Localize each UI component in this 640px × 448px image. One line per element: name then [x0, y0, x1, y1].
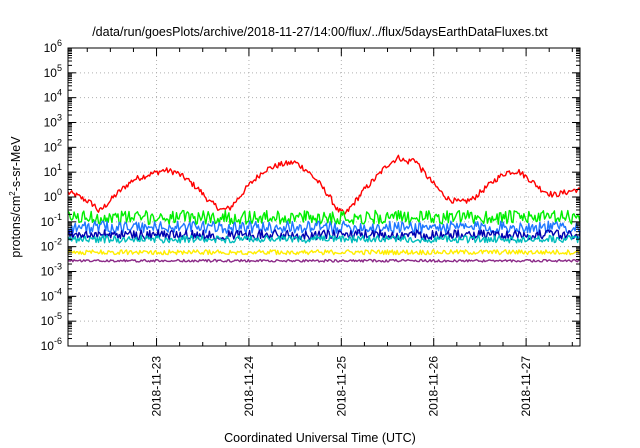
chart-title: /data/run/goesPlots/archive/2018-11-27/1…	[92, 25, 548, 39]
y-tick-label-base: 10	[41, 265, 55, 279]
y-tick-label-base: 10	[44, 116, 58, 130]
y-tick-label-base: 10	[44, 140, 58, 154]
y-tick-label-base: 10	[41, 289, 55, 303]
y-tick-label-base: 10	[44, 165, 58, 179]
y-tick-label-exponent: -6	[54, 336, 62, 346]
y-tick-label: 106	[44, 38, 62, 55]
y-tick-label-exponent: -4	[54, 286, 62, 296]
y-tick-label: 10-4	[41, 286, 62, 303]
y-tick-label-exponent: 6	[57, 38, 62, 48]
y-tick-label-base: 10	[41, 339, 55, 353]
y-tick-label-base: 10	[41, 215, 55, 229]
y-tick-label: 103	[44, 113, 62, 130]
y-tick-label-exponent: 1	[57, 162, 62, 172]
series-group	[67, 154, 581, 263]
y-tick-label-base: 10	[41, 240, 55, 254]
y-tick-label-exponent: 2	[57, 137, 62, 147]
grid	[68, 48, 580, 346]
y-tick-label-exponent: 5	[57, 63, 62, 73]
y-axis: 10-610-510-410-310-210-11001011021031041…	[41, 38, 580, 353]
y-tick-label: 10-2	[41, 237, 62, 254]
y-axis-label-prefix: protons/cm	[9, 196, 23, 258]
y-tick-label: 10-6	[41, 336, 62, 353]
series-line	[67, 209, 581, 226]
y-tick-label-base: 10	[44, 41, 58, 55]
y-tick-label: 100	[44, 187, 62, 204]
y-tick-label-base: 10	[41, 314, 55, 328]
x-tick-label: 2018-11-27	[519, 356, 533, 417]
y-tick-label-base: 10	[44, 66, 58, 80]
series-line	[67, 258, 581, 263]
y-tick-label-exponent: -1	[54, 212, 62, 222]
x-tick-label: 2018-11-23	[150, 356, 164, 417]
x-tick-label: 2018-11-25	[334, 356, 348, 417]
series-line	[67, 249, 581, 256]
y-axis-label-superscript: 2	[8, 191, 17, 196]
series-line	[67, 234, 581, 244]
x-tick-label: 2018-11-24	[242, 356, 256, 417]
y-axis-label: protons/cm2-s-sr-MeV	[8, 136, 23, 258]
x-axis-label: Coordinated Universal Time (UTC)	[224, 431, 416, 445]
y-tick-label: 101	[44, 162, 62, 179]
x-axis: 2018-11-23 2018-11-24 2018-11-25 2018-11-26…	[86, 48, 573, 417]
series-line	[67, 220, 581, 235]
y-tick-label-exponent: -3	[54, 262, 62, 272]
y-tick-label-exponent: -2	[54, 237, 62, 247]
y-tick-label-exponent: 4	[57, 88, 62, 98]
y-tick-label: 104	[44, 88, 62, 105]
y-tick-label-exponent: -5	[54, 311, 62, 321]
y-tick-label: 102	[44, 137, 62, 154]
y-tick-label: 10-3	[41, 262, 62, 279]
y-tick-label-exponent: 3	[57, 113, 62, 123]
series-line	[67, 154, 581, 215]
y-tick-label-exponent: 0	[57, 187, 62, 197]
y-tick-label: 10-5	[41, 311, 62, 328]
y-axis-label-suffix: -s-sr-MeV	[9, 136, 23, 192]
y-tick-label-base: 10	[44, 91, 58, 105]
x-tick-label: 2018-11-26	[427, 356, 441, 417]
y-tick-label-base: 10	[44, 190, 58, 204]
y-tick-label: 10-1	[41, 212, 62, 229]
y-tick-label: 105	[44, 63, 62, 80]
